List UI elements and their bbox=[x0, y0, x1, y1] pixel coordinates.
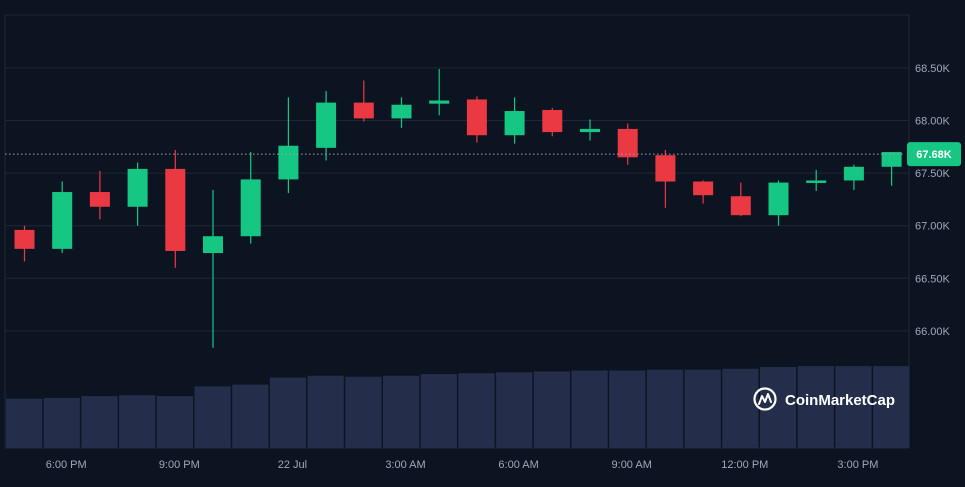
volume-bar bbox=[232, 384, 269, 448]
x-tick-label: 3:00 PM bbox=[837, 459, 878, 471]
candle[interactable] bbox=[353, 80, 374, 122]
x-tick-label: 6:00 PM bbox=[46, 459, 87, 471]
candle-body bbox=[165, 168, 186, 251]
volume-bar bbox=[533, 371, 570, 448]
y-tick-label: 68.00K bbox=[915, 116, 951, 128]
y-tick-label: 68.50K bbox=[915, 63, 951, 75]
x-tick-label: 9:00 PM bbox=[159, 459, 200, 471]
volume-bar bbox=[722, 368, 759, 448]
current-price-label: 67.68K bbox=[916, 149, 952, 161]
candle[interactable] bbox=[504, 97, 525, 144]
y-tick-label: 66.00K bbox=[915, 326, 951, 338]
candle-body bbox=[391, 104, 412, 119]
volume-bar bbox=[194, 386, 231, 448]
volume-bar bbox=[307, 375, 344, 448]
volume-bar bbox=[760, 367, 797, 448]
volume-bar bbox=[43, 397, 80, 448]
volume-bar bbox=[81, 396, 118, 448]
x-axis: 6:00 PM 9:00 PM 22 Jul 3:00 AM 6:00 AM 9:00 A… bbox=[46, 459, 879, 471]
candle[interactable] bbox=[165, 149, 186, 268]
x-tick-label: 22 Jul bbox=[278, 459, 307, 471]
volume-bar bbox=[420, 374, 457, 448]
candle-body bbox=[52, 192, 73, 249]
candle[interactable] bbox=[466, 96, 487, 143]
x-tick-label: 3:00 AM bbox=[385, 459, 425, 471]
volume-bar bbox=[609, 370, 646, 448]
candle-body bbox=[730, 196, 751, 216]
y-tick-label: 66.50K bbox=[915, 273, 951, 285]
volume-bar bbox=[6, 398, 43, 448]
x-tick-label: 6:00 AM bbox=[498, 459, 538, 471]
volume-bar bbox=[797, 366, 834, 448]
volume-bar bbox=[269, 377, 307, 448]
candle-body bbox=[693, 181, 714, 196]
candle-body bbox=[353, 102, 374, 119]
candle[interactable] bbox=[730, 182, 751, 217]
candle-body bbox=[240, 179, 261, 237]
candle-body bbox=[466, 99, 487, 136]
candle[interactable] bbox=[542, 107, 563, 137]
candle[interactable] bbox=[14, 225, 35, 262]
volume-bar bbox=[345, 376, 382, 448]
candle[interactable] bbox=[316, 91, 337, 161]
candle-body bbox=[768, 182, 789, 216]
candle[interactable] bbox=[127, 162, 148, 226]
y-tick-label: 67.50K bbox=[915, 168, 951, 180]
candle-body bbox=[843, 166, 864, 181]
candle[interactable] bbox=[89, 170, 110, 220]
volume-bar bbox=[684, 369, 721, 448]
x-tick-label: 12:00 PM bbox=[721, 459, 768, 471]
y-tick-label: 67.00K bbox=[915, 221, 951, 233]
candle-body bbox=[203, 236, 223, 254]
candle-body bbox=[542, 109, 563, 133]
coinmarketcap-watermark: CoinMarketCap bbox=[753, 387, 895, 411]
candle-body bbox=[316, 102, 337, 148]
volume-bar bbox=[873, 366, 910, 448]
candle[interactable] bbox=[693, 180, 714, 204]
current-price-line: 67.68K bbox=[5, 142, 961, 167]
current-price-tag bbox=[907, 142, 961, 167]
coinmarketcap-logo-icon bbox=[753, 387, 777, 411]
candle-body bbox=[881, 152, 902, 167]
coinmarketcap-brand-text: CoinMarketCap bbox=[785, 392, 895, 409]
candle-body bbox=[806, 180, 827, 183]
grid-layer bbox=[4, 14, 910, 449]
candle-body bbox=[14, 229, 35, 249]
candle-layer bbox=[14, 68, 902, 348]
candle[interactable] bbox=[617, 123, 638, 165]
volume-bar bbox=[835, 366, 872, 448]
candle-body bbox=[617, 128, 638, 158]
candle[interactable] bbox=[429, 68, 450, 116]
candle-body bbox=[580, 128, 600, 133]
y-axis: 66.00K 66.50K 67.00K 67.50K 68.00K 68.50K bbox=[915, 63, 951, 338]
candle[interactable] bbox=[655, 149, 676, 208]
volume-layer bbox=[6, 366, 910, 448]
volume-bar bbox=[646, 369, 684, 448]
candle-body bbox=[89, 192, 110, 207]
candle-body bbox=[504, 111, 525, 136]
candle[interactable] bbox=[52, 181, 73, 254]
volume-bar bbox=[458, 373, 495, 448]
candle[interactable] bbox=[203, 189, 223, 348]
x-tick-label: 9:00 AM bbox=[612, 459, 652, 471]
candle[interactable] bbox=[768, 180, 789, 226]
candle[interactable] bbox=[881, 152, 902, 186]
volume-bar bbox=[156, 396, 193, 448]
volume-bar bbox=[119, 395, 156, 448]
volume-bar bbox=[383, 375, 420, 448]
candle[interactable] bbox=[240, 152, 261, 244]
candle[interactable] bbox=[806, 169, 827, 191]
candle[interactable] bbox=[843, 164, 864, 190]
candle-body bbox=[429, 100, 450, 104]
candle[interactable] bbox=[278, 97, 299, 194]
candle-body bbox=[278, 145, 299, 180]
candle[interactable] bbox=[580, 119, 600, 141]
candle[interactable] bbox=[391, 97, 412, 128]
candle-body bbox=[127, 168, 148, 207]
volume-bar bbox=[496, 372, 533, 448]
candle-body bbox=[655, 155, 676, 182]
volume-bar bbox=[571, 370, 608, 448]
